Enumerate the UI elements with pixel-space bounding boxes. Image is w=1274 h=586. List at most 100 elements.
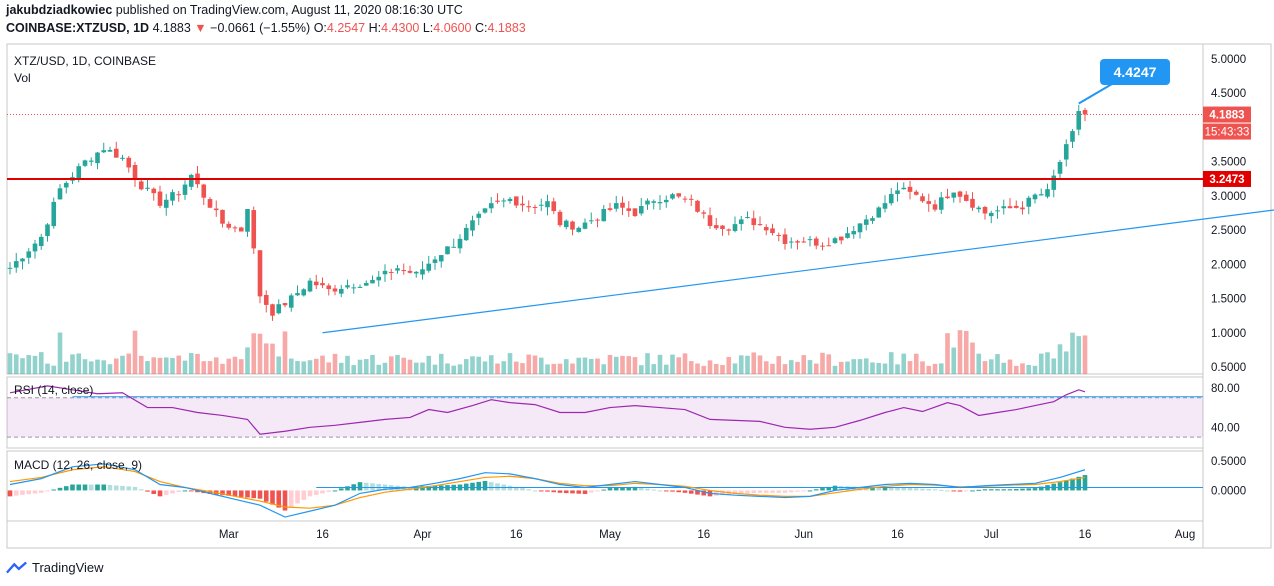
volume-bar [251,333,257,374]
volume-bar [513,361,519,374]
author-name[interactable]: jakubdziadkowiec [6,3,113,17]
macd-histogram-bar [57,487,63,491]
volume-bar [351,365,357,374]
candle-body [557,211,563,226]
macd-histogram-bar [370,483,375,491]
macd-histogram-bar [663,490,669,492]
macd-histogram-bar [582,490,588,494]
volume-bar [63,361,69,374]
candle-body [1026,197,1032,207]
candle-body [438,255,444,262]
candle-body [176,194,182,196]
price-tick-label: 1.0000 [1211,328,1246,340]
candle-body [982,207,988,214]
volume-bar [301,361,307,374]
volume-bar [832,365,838,374]
candle-body [595,219,600,221]
price-tick-label: 5.0000 [1211,54,1246,66]
candle-body [951,192,957,198]
volume-bar [470,356,475,374]
high-value: 4.4300 [381,21,420,35]
time-tick-label: Aug [1175,529,1195,541]
volume-bar [820,352,825,374]
volume-bar [257,333,263,374]
macd-histogram-bar [688,490,694,494]
volume-bar [932,363,938,374]
candle-body [307,280,313,292]
macd-indicator: 0.5000 0.0000 [7,456,1246,518]
volume-bar [207,361,213,374]
volume-bar [926,365,932,374]
macd-histogram-bar [995,489,1000,491]
candle-body [138,181,144,190]
volume-bar [163,357,169,374]
macd-histogram-bar [357,482,363,491]
level-price-tag-label: 3.2473 [1209,174,1244,186]
candle-body [701,212,707,214]
rsi-tick-label: 80.00 [1211,383,1240,395]
macd-histogram-bar [270,490,275,505]
macd-histogram-bar [63,486,69,491]
macd-histogram-bar [345,486,350,491]
macd-histogram-bar [770,490,775,493]
volume-bar [907,361,913,374]
macd-histogram-bar [838,486,844,491]
macd-histogram-bar [470,482,475,491]
candle-body [470,220,475,231]
candle-body [88,160,94,162]
macd-histogram-bar [526,489,532,491]
candle-body [82,160,88,166]
tradingview-logo[interactable]: TradingView [6,560,104,575]
macd-histogram-bar [676,490,682,493]
volume-bar [776,356,782,374]
macd-histogram-bar [870,486,875,491]
price-axis[interactable] [1202,43,1272,549]
candle-body [395,268,400,271]
candle-body [1038,194,1044,196]
candle-body [1007,206,1013,209]
macd-histogram-bar [20,490,25,495]
volume-bar [970,342,975,374]
candle-body [7,267,13,269]
volume-bar [957,330,963,374]
candle-body [376,276,382,281]
macd-histogram-bar [432,485,438,491]
candle-body [876,207,882,218]
volume-bar [188,353,194,374]
volume-bar [495,363,500,374]
candle-body [513,196,519,206]
macd-histogram-bar [545,490,550,492]
candle-body [1082,110,1088,115]
volume-bar [1020,363,1025,374]
candle-body [857,223,863,233]
macd-histogram-bar [1082,475,1088,491]
candle-body [907,186,913,192]
symbol-name[interactable]: COINBASE:XTZUSD, 1D [6,21,150,35]
macd-histogram-bar [832,485,838,491]
price-tick-label: 0.5000 [1211,362,1246,374]
macd-histogram-bar [895,487,900,491]
macd-histogram-bar [170,490,175,494]
candle-body [20,258,25,262]
candle-body [232,227,238,229]
macd-histogram-bar [751,490,757,494]
macd-histogram-bar [176,490,182,492]
countdown-tag [1203,123,1251,140]
last-price: 4.1883 [152,21,191,35]
macd-histogram-bar [588,490,594,493]
volume-bar [45,363,50,374]
macd-histogram-bar [1020,488,1025,491]
macd-histogram-bar [651,489,657,491]
high-label: H: [368,21,382,35]
volume-bar [313,358,319,374]
candle-body [51,201,57,227]
time-tick-label: Apr [414,529,432,541]
volume-bar [151,357,157,374]
candle-body [63,182,69,188]
volume-bar [226,358,232,374]
macd-histogram-bar [220,490,225,496]
macd-histogram-bar [476,481,482,491]
volume-bar [945,333,950,374]
candle-body [988,212,994,217]
